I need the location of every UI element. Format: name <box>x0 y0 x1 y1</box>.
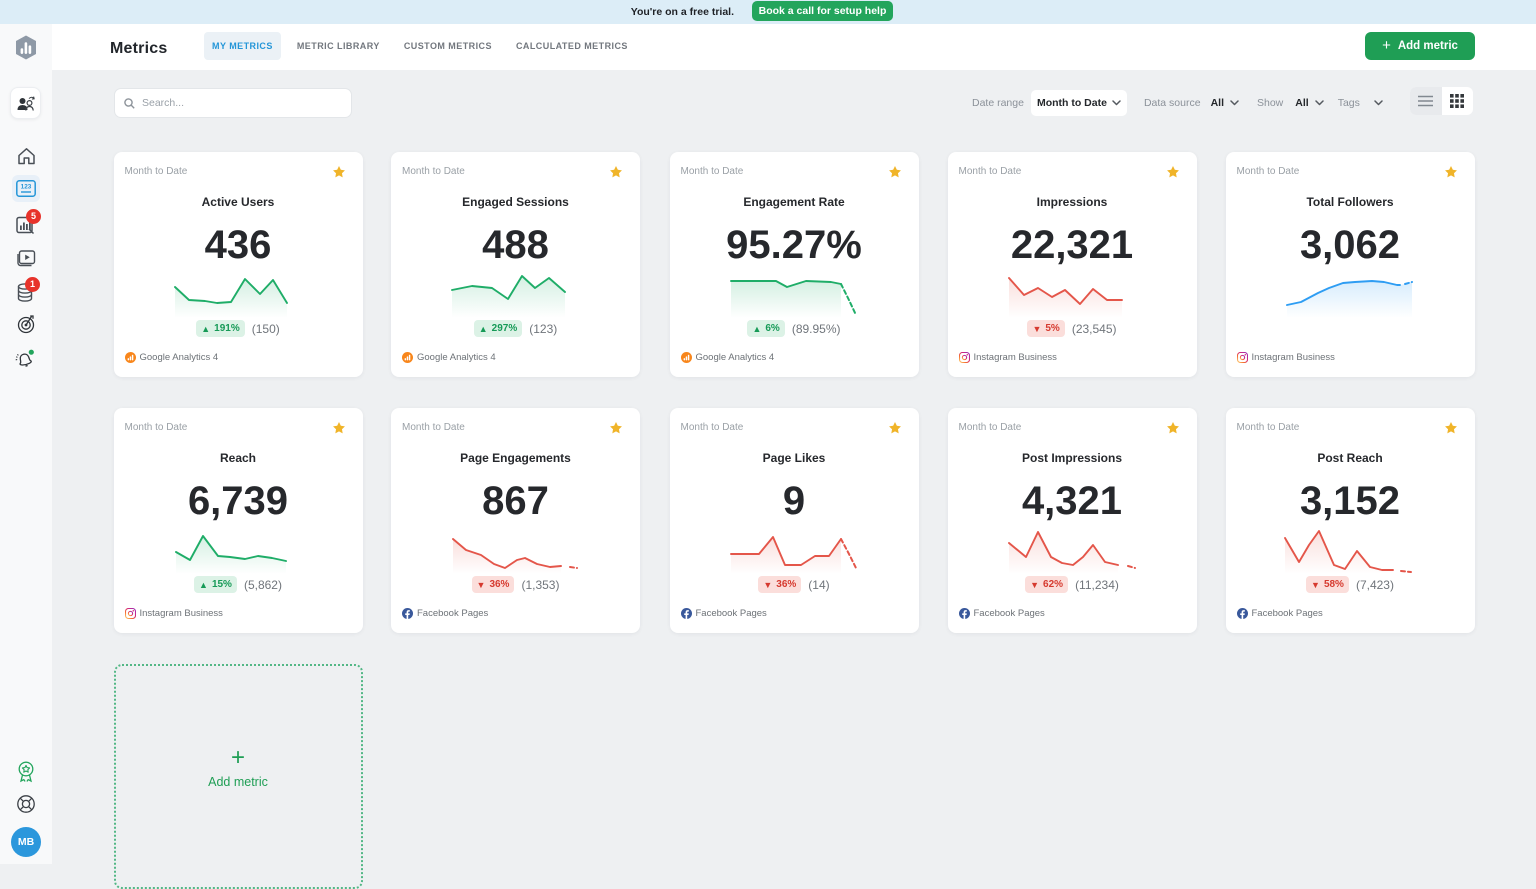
svg-text:123: 123 <box>21 184 32 191</box>
